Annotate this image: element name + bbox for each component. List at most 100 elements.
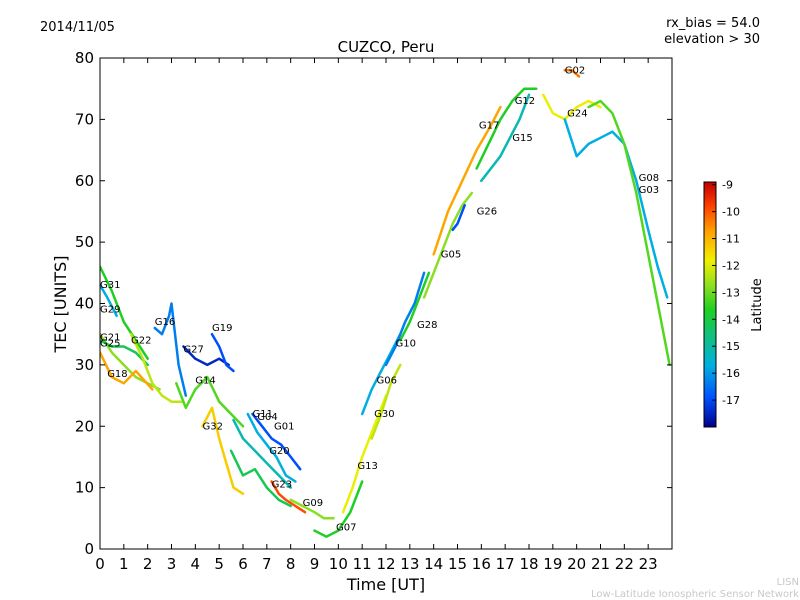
series-line-g15 <box>480 93 531 183</box>
x-tick-label: 6 <box>238 555 248 573</box>
colorbar-label: Latitude <box>750 278 765 332</box>
x-axis-label: Time [UT] <box>346 575 425 594</box>
series-label-g02: G02 <box>565 65 585 76</box>
y-tick-label: 0 <box>84 540 94 558</box>
y-tick-label: 30 <box>75 356 94 374</box>
y-tick-label: 10 <box>75 479 94 497</box>
series-label-g23: G23 <box>272 480 292 491</box>
series-label-g26: G26 <box>477 207 497 218</box>
series-line-g31 <box>100 265 149 360</box>
series-label-g19: G19 <box>212 323 232 334</box>
colorbar <box>703 181 717 428</box>
x-tick-label: 4 <box>191 555 201 573</box>
series-label-g04: G04 <box>257 412 277 423</box>
series-line-g07 <box>313 480 364 538</box>
y-axis-label: TEC [UNITS] <box>51 256 70 354</box>
series-label-g12: G12 <box>515 96 535 107</box>
series-line-g06 <box>360 332 402 416</box>
series-label-g17: G17 <box>479 121 499 132</box>
x-tick-label: 2 <box>143 555 153 573</box>
series-label-g09: G09 <box>303 498 323 509</box>
series-line-g19 <box>210 332 235 373</box>
series-line-g08 <box>563 118 669 299</box>
series-line-g20 <box>229 449 292 508</box>
elevation-label: elevation > 30 <box>664 32 760 47</box>
x-tick-label: 16 <box>472 555 491 573</box>
chart-title: CUZCO, Peru <box>338 38 435 56</box>
series-label-g27: G27 <box>183 345 203 356</box>
y-tick-label: 60 <box>75 172 94 190</box>
x-tick-label: 8 <box>286 555 296 573</box>
colorbar-tick-label: -14 <box>722 313 740 326</box>
series-line-g14 <box>175 375 245 428</box>
series-line-g29 <box>100 283 118 318</box>
x-tick-label: 17 <box>496 555 515 573</box>
rx-bias-label: rx_bias = 54.0 <box>666 16 760 31</box>
series-line-g32 <box>201 406 245 496</box>
series-label-g06: G06 <box>377 375 397 386</box>
series-line-g05 <box>422 191 474 299</box>
series-line-g04 <box>246 412 297 483</box>
series-line-g13 <box>341 394 388 514</box>
series-label-g01: G01 <box>274 421 294 432</box>
x-tick-label: 15 <box>448 555 467 573</box>
plot-frame <box>99 57 673 550</box>
x-tick-label: 22 <box>615 555 634 573</box>
series-line-g18 <box>100 351 154 391</box>
series-line-g22 <box>129 332 185 403</box>
x-tick-label: 3 <box>167 555 177 573</box>
colorbar-tick-label: -17 <box>722 394 740 407</box>
series-line-g12 <box>475 87 538 170</box>
colorbar-tick-label: -16 <box>722 367 740 380</box>
x-tick-label: 20 <box>567 555 586 573</box>
x-tick-label: 18 <box>519 555 538 573</box>
colorbar-tick-label: -13 <box>722 286 740 299</box>
x-tick-label: 10 <box>329 555 348 573</box>
series-label-g08: G08 <box>639 173 659 184</box>
colorbar-tick-label: -12 <box>722 259 740 272</box>
x-tick-label: 0 <box>95 555 105 573</box>
series-line-g03 <box>587 99 671 367</box>
series-line-g23 <box>270 480 307 514</box>
series-label-g32: G32 <box>203 421 223 432</box>
series-line-g21 <box>100 332 161 391</box>
series-line-g11 <box>251 412 302 471</box>
series-label-g11: G11 <box>253 409 273 420</box>
date-label: 2014/11/05 <box>40 20 115 35</box>
footer-network: Low-Latitude Ionospheric Sensor Network <box>591 589 799 600</box>
series-line-g28 <box>399 271 431 342</box>
series-line-g30 <box>370 363 402 440</box>
series-line-g24 <box>542 93 602 121</box>
y-tick-label: 50 <box>75 233 94 251</box>
colorbar-tick-label: -15 <box>722 340 740 353</box>
series-label-g21: G21 <box>100 332 120 343</box>
series-label-g31: G31 <box>100 280 120 291</box>
series-label-g22: G22 <box>131 335 151 346</box>
series-label-g18: G18 <box>107 369 127 380</box>
y-tick-label: 20 <box>75 417 94 435</box>
series-label-g28: G28 <box>417 320 437 331</box>
colorbar-ticks: -9 -10 -11 -12 -13 -14 -15 -16 -17 <box>712 179 740 407</box>
x-axis: 0 1 2 3 4 5 6 7 8 9 10 11 12 13 14 15 16 17 18 19 20 21 22 23 <box>95 58 658 573</box>
x-tick-label: 5 <box>214 555 224 573</box>
series-label-g05: G05 <box>441 250 461 261</box>
x-tick-label: 9 <box>310 555 320 573</box>
series-line-g25 <box>100 339 149 367</box>
colorbar-tick-label: -9 <box>722 179 733 192</box>
series-label-g29: G29 <box>100 305 120 316</box>
series-line-g16 <box>153 302 188 397</box>
x-tick-label: 12 <box>376 555 395 573</box>
x-tick-label: 23 <box>639 555 658 573</box>
series-line-g17 <box>432 105 502 256</box>
colorbar-tick-label: -11 <box>722 233 740 246</box>
series-line-g01 <box>232 418 292 489</box>
series-label-g30: G30 <box>374 409 394 420</box>
series-label-g25: G25 <box>100 339 120 350</box>
y-tick-label: 40 <box>75 295 94 313</box>
series-label-g15: G15 <box>512 133 532 144</box>
series-layer <box>100 69 671 538</box>
series-label-g10: G10 <box>396 339 416 350</box>
series-label-g13: G13 <box>357 461 377 472</box>
series-label-g24: G24 <box>567 108 587 119</box>
